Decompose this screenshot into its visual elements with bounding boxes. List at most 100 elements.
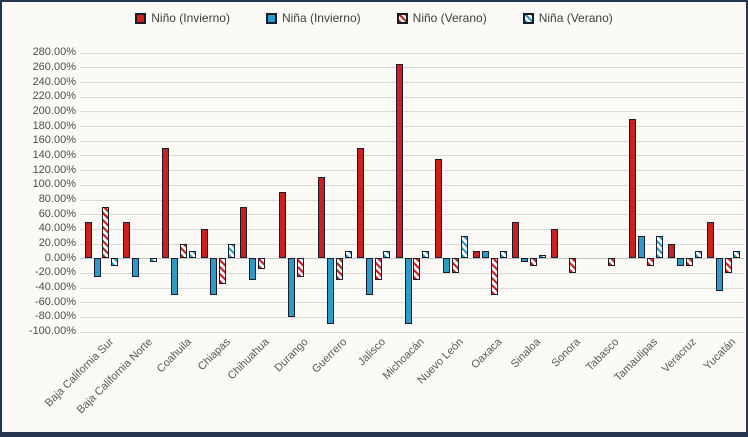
y-tick-label: 280.00% bbox=[32, 46, 76, 59]
x-axis-label: Veracruz bbox=[659, 336, 700, 376]
bar-ni-o-invierno-sinaloa bbox=[512, 221, 520, 259]
bar-ni-a-invierno-nuevo-león bbox=[443, 258, 451, 273]
bar-ni-a-verano-chiapas bbox=[227, 243, 235, 259]
bar-ni-a-invierno-guerrero bbox=[326, 258, 334, 325]
y-tick-label: 220.00% bbox=[32, 90, 76, 103]
y-tick-label: 180.00% bbox=[32, 119, 76, 132]
bar-ni-a-invierno-baja-california-norte bbox=[132, 258, 140, 277]
bar-ni-o-invierno-durango bbox=[279, 192, 286, 259]
y-tick-label: -100.00% bbox=[28, 325, 76, 338]
gridline bbox=[80, 111, 744, 113]
bar-ni-o-verano-tabasco bbox=[607, 258, 615, 266]
y-tick-label: 240.00% bbox=[32, 75, 76, 88]
bar-ni-o-invierno-baja-california-sur bbox=[84, 221, 92, 259]
bar-ni-o-verano-oaxaca bbox=[491, 258, 499, 295]
gridline bbox=[80, 272, 744, 274]
bar-ni-o-verano-baja-california-sur bbox=[102, 206, 110, 259]
gridline bbox=[80, 126, 744, 128]
bar-ni-o-verano-chiapas bbox=[219, 258, 227, 284]
bar-ni-a-invierno-yucatán bbox=[715, 258, 723, 292]
gridline bbox=[80, 316, 744, 318]
bar-ni-o-verano-tamaulipas bbox=[646, 258, 654, 266]
bar-ni-o-invierno-nuevo-león bbox=[434, 159, 442, 259]
bar-ni-o-verano-nuevo-león bbox=[452, 258, 460, 273]
chart-legend: Niño (Invierno) Niña (Invierno) Niño (Vera… bbox=[2, 8, 746, 28]
gridline bbox=[80, 287, 744, 289]
bar-ni-o-invierno-veracruz bbox=[667, 243, 675, 259]
x-axis-label: Durango bbox=[272, 336, 311, 375]
bar-ni-o-invierno-coahuila bbox=[162, 148, 170, 259]
y-tick-label: 200.00% bbox=[32, 104, 76, 117]
x-axis-label: Baja California Sur bbox=[42, 336, 116, 410]
gridline bbox=[80, 331, 744, 333]
bar-ni-a-verano-michoacán bbox=[422, 250, 430, 259]
bar-ni-a-verano-coahuila bbox=[189, 250, 197, 259]
bar-ni-o-verano-yucatán bbox=[724, 258, 732, 273]
zero-gridline bbox=[80, 258, 744, 260]
x-axis-label: Yucatán bbox=[701, 336, 739, 373]
bar-ni-o-verano-michoacán bbox=[413, 258, 421, 281]
x-axis-label: Sonora bbox=[548, 336, 583, 370]
x-axis-label: Tabasco bbox=[583, 336, 622, 374]
y-tick-label: 260.00% bbox=[32, 60, 76, 73]
y-tick-label: 160.00% bbox=[32, 134, 76, 147]
legend-label: Niña (Verano) bbox=[538, 11, 613, 25]
bar-ni-a-invierno-jalisco bbox=[365, 258, 373, 295]
legend-swatch bbox=[135, 12, 147, 24]
legend-swatch bbox=[522, 12, 534, 24]
legend-swatch bbox=[265, 12, 277, 24]
bar-ni-a-invierno-tamaulipas bbox=[637, 236, 645, 259]
y-tick-label: -60.00% bbox=[35, 295, 76, 308]
x-axis-label: Coahuila bbox=[154, 336, 194, 376]
bar-ni-a-verano-jalisco bbox=[383, 250, 391, 259]
legend-label: Niño (Verano) bbox=[412, 11, 487, 25]
bar-ni-o-verano-veracruz bbox=[685, 258, 693, 266]
bar-ni-o-verano-chihuahua bbox=[257, 258, 265, 270]
bar-ni-a-invierno-durango bbox=[287, 258, 295, 317]
y-tick-label: 40.00% bbox=[38, 222, 76, 235]
x-axis-label: Sinaloa bbox=[509, 336, 544, 371]
y-tick-label: 100.00% bbox=[32, 178, 76, 191]
bar-ni-a-invierno-oaxaca bbox=[482, 250, 490, 259]
bar-ni-a-invierno-chiapas bbox=[210, 258, 218, 295]
legend-item: Niño (Verano) bbox=[396, 11, 487, 25]
bar-ni-a-verano-baja-california-sur bbox=[111, 258, 119, 266]
legend-swatch bbox=[396, 12, 408, 24]
gridline bbox=[80, 155, 744, 157]
x-axis-label: Chiapas bbox=[195, 336, 233, 374]
bar-ni-o-verano-jalisco bbox=[374, 258, 382, 281]
bar-ni-o-invierno-chiapas bbox=[201, 228, 209, 259]
gridline bbox=[80, 96, 744, 98]
bar-ni-a-invierno-chihuahua bbox=[249, 258, 257, 281]
x-axis-label: Guerrero bbox=[309, 336, 350, 376]
bar-ni-a-invierno-baja-california-sur bbox=[93, 258, 101, 277]
bar-ni-o-invierno-yucatán bbox=[706, 221, 714, 259]
bar-ni-a-verano-yucatán bbox=[733, 250, 741, 259]
gridline bbox=[80, 302, 744, 304]
y-tick-label: -80.00% bbox=[35, 310, 76, 323]
y-tick-label: -40.00% bbox=[35, 281, 76, 294]
bar-ni-o-invierno-tamaulipas bbox=[628, 118, 636, 259]
gridline bbox=[80, 243, 744, 245]
legend-label: Niña (Invierno) bbox=[281, 11, 361, 25]
x-axis-label: Baja California Norte bbox=[74, 336, 155, 417]
legend-item: Niña (Invierno) bbox=[265, 11, 361, 25]
bar-ni-o-verano-guerrero bbox=[335, 258, 343, 281]
bar-ni-o-invierno-jalisco bbox=[356, 148, 364, 259]
y-tick-label: 120.00% bbox=[32, 163, 76, 176]
y-tick-label: 140.00% bbox=[32, 148, 76, 161]
bar-ni-a-verano-nuevo-león bbox=[461, 236, 469, 259]
gridline bbox=[80, 67, 744, 69]
y-tick-label: 20.00% bbox=[38, 237, 76, 250]
legend-label: Niño (Invierno) bbox=[151, 11, 230, 25]
bar-ni-o-verano-durango bbox=[296, 258, 304, 277]
bar-ni-a-verano-sinaloa bbox=[539, 254, 546, 259]
gridline bbox=[80, 184, 744, 186]
bar-ni-o-invierno-sonora bbox=[551, 228, 559, 259]
bar-ni-o-invierno-chihuahua bbox=[240, 206, 248, 259]
bar-ni-a-verano-tamaulipas bbox=[655, 236, 663, 259]
x-axis-label: Chihuahua bbox=[225, 336, 272, 383]
y-tick-label: -20.00% bbox=[35, 266, 76, 279]
